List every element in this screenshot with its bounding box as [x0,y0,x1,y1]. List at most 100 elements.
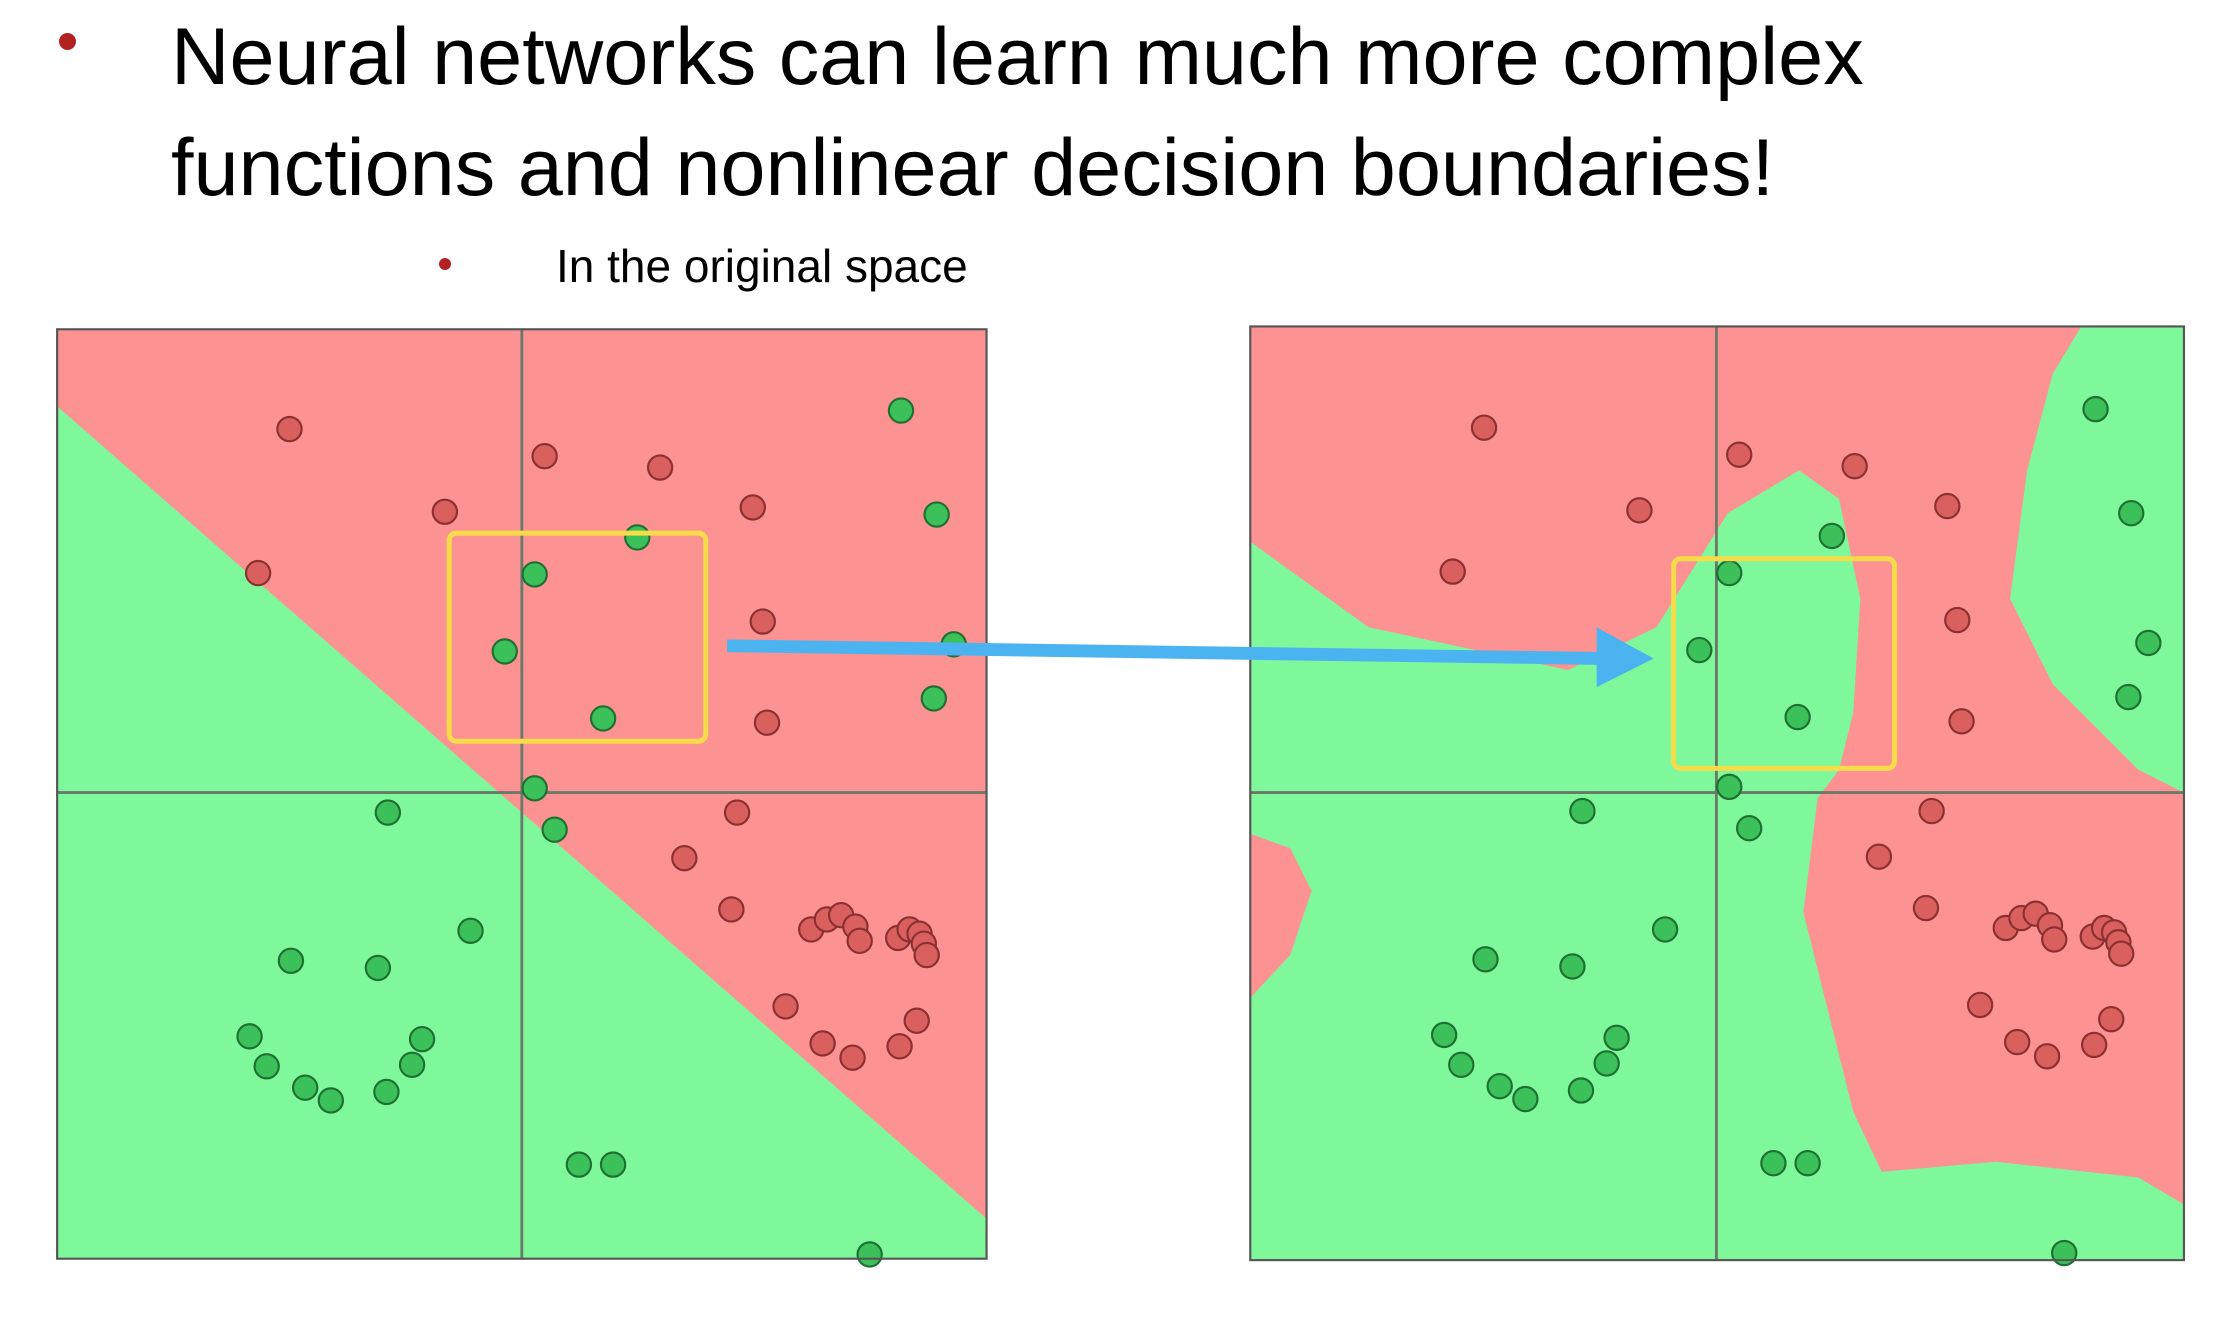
point [886,1033,913,1060]
point [1439,558,1466,585]
point [1726,441,1753,468]
linear-plot [56,328,988,1268]
point [1794,1150,1821,1177]
point [1430,1021,1458,1049]
point [856,1241,883,1268]
point [317,1087,345,1114]
bullet-dot [59,33,76,50]
point [373,1078,400,1106]
arrow-head [1596,627,1654,688]
point [739,494,766,521]
point [1784,703,1811,731]
point [913,941,940,969]
point [923,501,950,528]
point [521,561,548,588]
point [2135,629,2162,657]
point [1470,414,1498,441]
point [2082,395,2109,423]
point [244,559,272,587]
point [277,947,305,974]
point [809,1030,836,1057]
point [1567,1077,1595,1104]
point [624,524,651,551]
point [749,608,776,635]
point [1651,916,1679,943]
point [364,954,392,982]
point [1603,1024,1630,1051]
point [1948,708,1975,735]
point [2080,1031,2108,1059]
highlight-box [446,530,709,744]
point [2041,926,2068,953]
point [236,1023,263,1050]
point [718,896,745,923]
points [1430,395,2162,1267]
point [408,1025,436,1053]
point [1818,522,1846,550]
point [2115,683,2142,711]
point [1716,773,1743,801]
frame [1249,325,2186,1262]
point [1559,953,1586,980]
point [2033,1043,2061,1070]
point [1593,1050,1620,1077]
point [599,1151,627,1178]
point [276,415,303,443]
point [1472,946,1499,973]
point [1736,815,1763,842]
point [723,799,751,826]
point [2098,1006,2125,1033]
point [1934,492,1961,520]
red-region [1250,833,1312,998]
point [1486,1073,1513,1100]
point [1716,559,1743,587]
point [431,498,459,525]
frame [56,328,988,1260]
point [1841,452,1868,480]
bullet-text: Neural networks can learn much more comp… [171,12,1864,213]
point [1626,497,1653,524]
point [398,1051,426,1079]
point [1448,1051,1475,1079]
point [772,993,799,1020]
point [839,1044,866,1071]
point [2118,499,2145,527]
point [1569,797,1596,825]
sub-bullet-text: In the original space [556,240,968,292]
point [1512,1085,1539,1113]
point [846,927,873,955]
point [2051,1239,2078,1267]
point [589,705,617,732]
point [646,454,674,481]
point [457,917,484,945]
point [565,1151,593,1178]
point [491,638,518,665]
point [1760,1150,1787,1177]
point [253,1053,280,1080]
point [541,816,568,843]
point [1865,843,1893,870]
point [374,799,402,826]
highlight-box [1671,556,1898,771]
point [671,844,698,872]
nonlinear-plot [1249,325,2186,1267]
point [903,1007,930,1034]
point [2108,940,2135,967]
point [887,397,915,424]
point [1944,606,1971,634]
point [1918,797,1945,825]
point [2003,1028,2031,1056]
arrow-line [727,639,1609,665]
point [531,442,558,470]
point [521,775,548,802]
sub-bullet-dot [439,258,451,270]
point [291,1074,319,1101]
red-region [1250,326,2184,1205]
point [920,685,948,712]
point [1686,636,1713,664]
point [1966,991,1994,1019]
point [753,709,781,736]
point [1912,894,1940,922]
